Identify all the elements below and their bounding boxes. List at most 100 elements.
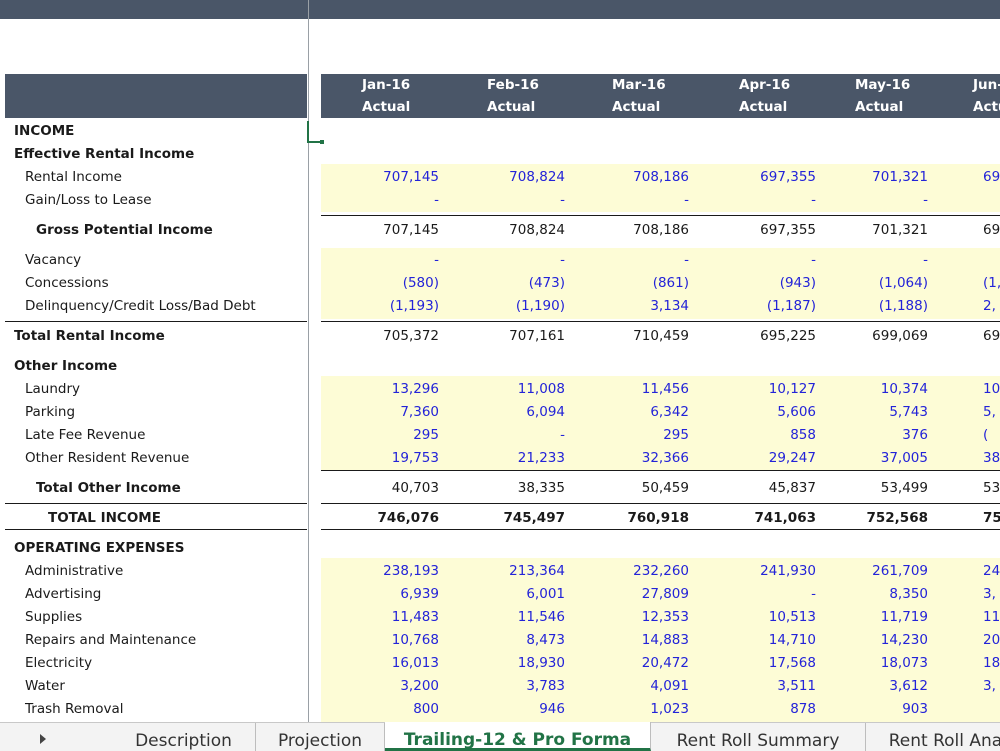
value-cell[interactable]: [983, 698, 1000, 721]
value-cell[interactable]: 3,: [983, 678, 996, 694]
value-cell[interactable]: 53,: [983, 480, 1000, 496]
value-cell[interactable]: (943): [779, 275, 816, 291]
value-cell[interactable]: 741,063: [754, 510, 817, 526]
row-label[interactable]: Rental Income: [25, 169, 122, 185]
value-cell[interactable]: -: [811, 192, 816, 208]
row-label[interactable]: Concessions: [25, 275, 109, 291]
value-cell[interactable]: 8,350: [889, 586, 928, 602]
value-cell[interactable]: -: [560, 192, 565, 208]
value-cell[interactable]: 18,073: [880, 655, 928, 671]
value-cell[interactable]: 376: [902, 427, 928, 443]
value-cell[interactable]: 695,225: [760, 328, 816, 344]
row-label[interactable]: Advertising: [25, 586, 102, 602]
value-cell[interactable]: 241,930: [760, 563, 816, 579]
value-cell[interactable]: -: [684, 252, 689, 268]
value-cell[interactable]: 903: [902, 701, 928, 717]
value-cell[interactable]: 3,511: [777, 678, 816, 694]
row-label[interactable]: Repairs and Maintenance: [25, 632, 197, 648]
value-cell[interactable]: 10,127: [768, 381, 816, 397]
row-label[interactable]: Late Fee Revenue: [25, 427, 146, 443]
value-cell[interactable]: 5,743: [889, 404, 928, 420]
value-cell[interactable]: 18,930: [517, 655, 565, 671]
value-cell[interactable]: 2,: [983, 298, 996, 314]
value-cell[interactable]: 745,497: [503, 510, 566, 526]
value-cell[interactable]: 710,459: [633, 328, 689, 344]
value-cell[interactable]: 5,606: [777, 404, 816, 420]
value-cell[interactable]: [983, 189, 1000, 212]
value-cell[interactable]: 295: [663, 427, 689, 443]
value-cell[interactable]: 21,233: [517, 450, 565, 466]
value-cell[interactable]: 708,824: [509, 222, 565, 238]
value-cell[interactable]: 701,321: [872, 169, 928, 185]
value-cell[interactable]: 14,883: [641, 632, 689, 648]
row-label[interactable]: Total Other Income: [36, 480, 181, 496]
value-cell[interactable]: (1,190): [515, 298, 565, 314]
row-label[interactable]: Other Income: [14, 358, 118, 374]
row-label[interactable]: Vacancy: [25, 252, 82, 268]
row-label[interactable]: Water: [25, 678, 65, 694]
value-cell[interactable]: 11,483: [391, 609, 439, 625]
value-cell[interactable]: 6,001: [526, 586, 565, 602]
value-cell[interactable]: 261,709: [872, 563, 928, 579]
row-label[interactable]: INCOME: [14, 123, 75, 139]
value-cell[interactable]: (861): [652, 275, 689, 291]
value-cell[interactable]: (: [983, 427, 989, 443]
value-cell[interactable]: 50,459: [641, 480, 689, 496]
value-cell[interactable]: 708,186: [633, 222, 689, 238]
value-cell[interactable]: -: [684, 192, 689, 208]
row-label[interactable]: Laundry: [25, 381, 81, 397]
value-cell[interactable]: 707,145: [383, 169, 439, 185]
value-cell[interactable]: 708,186: [633, 169, 689, 185]
value-cell[interactable]: 238,193: [383, 563, 439, 579]
value-cell[interactable]: 53,499: [880, 480, 928, 496]
value-cell[interactable]: -: [923, 252, 928, 268]
value-cell[interactable]: -: [560, 252, 565, 268]
value-cell[interactable]: 701,321: [872, 222, 928, 238]
value-cell[interactable]: 19,753: [391, 450, 439, 466]
row-label[interactable]: Total Rental Income: [14, 328, 165, 344]
sheet-tab[interactable]: Projection: [256, 723, 385, 751]
row-label[interactable]: Administrative: [25, 563, 124, 579]
value-cell[interactable]: 697,355: [760, 169, 816, 185]
value-cell[interactable]: 6,094: [526, 404, 565, 420]
selected-cell[interactable]: [307, 121, 324, 144]
value-cell[interactable]: 27,809: [641, 586, 689, 602]
value-cell[interactable]: 3,200: [400, 678, 439, 694]
value-cell[interactable]: (1,: [983, 275, 1000, 291]
value-cell[interactable]: 705,372: [383, 328, 439, 344]
value-cell[interactable]: 10,768: [391, 632, 439, 648]
value-cell[interactable]: 3,612: [889, 678, 928, 694]
value-cell[interactable]: (1,187): [766, 298, 816, 314]
value-cell[interactable]: 16,013: [391, 655, 439, 671]
value-cell[interactable]: 697,355: [760, 222, 816, 238]
row-label[interactable]: Gain/Loss to Lease: [25, 192, 152, 208]
value-cell[interactable]: 10,374: [880, 381, 928, 397]
value-cell[interactable]: -: [923, 192, 928, 208]
value-cell[interactable]: 11,: [983, 609, 1000, 625]
value-cell[interactable]: 11,008: [517, 381, 565, 397]
value-cell[interactable]: -: [560, 427, 565, 443]
row-label[interactable]: Effective Rental Income: [14, 146, 195, 162]
row-label[interactable]: Gross Potential Income: [36, 222, 213, 238]
value-cell[interactable]: -: [434, 252, 439, 268]
value-cell[interactable]: 752,568: [866, 510, 929, 526]
value-cell[interactable]: 295: [413, 427, 439, 443]
value-cell[interactable]: 10,: [983, 381, 1000, 397]
value-cell[interactable]: -: [811, 252, 816, 268]
value-cell[interactable]: 14,230: [880, 632, 928, 648]
value-cell[interactable]: 695,: [983, 169, 1000, 185]
sheet-tab[interactable]: Trailing-12 & Pro Forma: [385, 722, 651, 751]
value-cell[interactable]: 17,568: [768, 655, 816, 671]
value-cell[interactable]: 20,472: [641, 655, 689, 671]
value-cell[interactable]: 695,: [983, 222, 1000, 238]
value-cell[interactable]: 8,473: [526, 632, 565, 648]
value-cell[interactable]: -: [434, 192, 439, 208]
value-cell[interactable]: 45,837: [768, 480, 816, 496]
value-cell[interactable]: 760,918: [627, 510, 690, 526]
value-cell[interactable]: (1,193): [389, 298, 439, 314]
value-cell[interactable]: (1,064): [878, 275, 928, 291]
value-cell[interactable]: (473): [528, 275, 565, 291]
value-cell[interactable]: [983, 249, 1000, 272]
value-cell[interactable]: 746,076: [377, 510, 440, 526]
value-cell[interactable]: 10,513: [768, 609, 816, 625]
